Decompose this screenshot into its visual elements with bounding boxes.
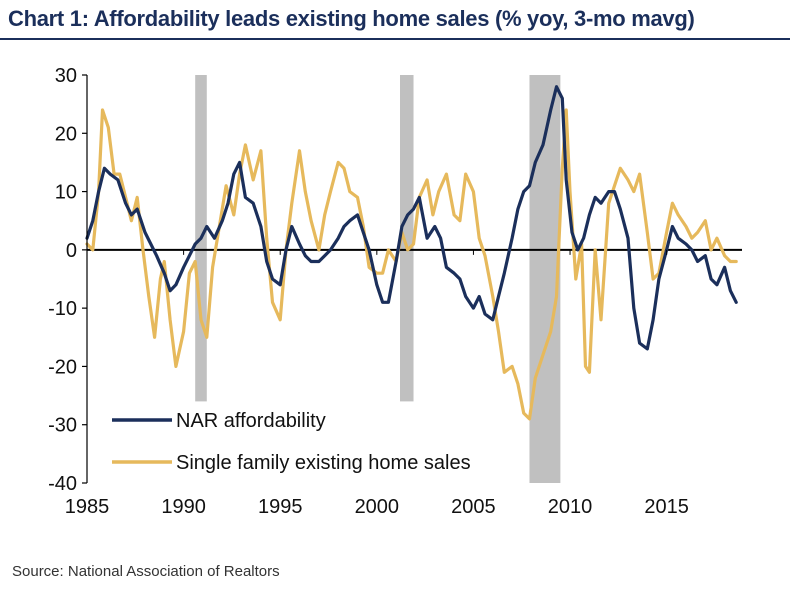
legend-label: NAR affordability — [176, 410, 326, 432]
recession-band-2 — [400, 75, 414, 402]
title-rule — [0, 38, 790, 40]
x-tick-label: 1990 — [161, 496, 206, 518]
legend-label: Single family existing home sales — [176, 452, 471, 474]
y-axis-ticks: 30 20 10 0 -10 -20 -30 -40 — [48, 65, 87, 495]
y-tick-label: -10 — [48, 298, 77, 320]
series-lines — [85, 85, 738, 421]
chart-title: Chart 1: Affordability leads existing ho… — [8, 6, 695, 31]
y-tick-label: 20 — [55, 123, 77, 145]
x-tick-label: 2005 — [451, 496, 496, 518]
x-axis-ticks: 1985 1990 1995 2000 2005 2010 2015 — [65, 249, 689, 518]
x-tick-label: 1985 — [65, 496, 110, 518]
legend: NAR affordability Single family existing … — [112, 410, 471, 474]
series-line-nar-affordability — [85, 85, 738, 351]
y-tick-label: 0 — [66, 240, 77, 262]
y-tick-label: 30 — [55, 65, 77, 87]
y-tick-label: -20 — [48, 356, 77, 378]
source-note: Source: National Association of Realtors — [12, 563, 280, 580]
series-line-home-sales — [85, 108, 738, 421]
y-tick-label: -30 — [48, 415, 77, 437]
x-tick-label: 1995 — [258, 496, 303, 518]
x-tick-label: 2015 — [644, 496, 689, 518]
x-tick-label: 2000 — [355, 496, 400, 518]
x-tick-label: 2010 — [548, 496, 593, 518]
y-tick-label: 10 — [55, 182, 77, 204]
y-tick-label: -40 — [48, 473, 77, 495]
